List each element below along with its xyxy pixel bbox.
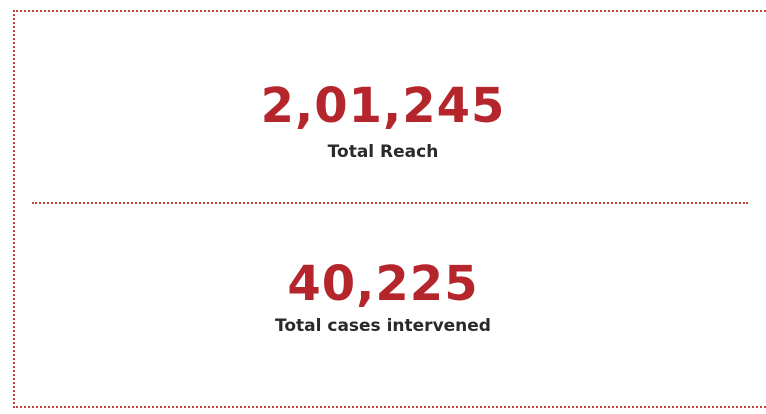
stat-label: Total Reach bbox=[327, 142, 439, 162]
stat: 40,225 Total cases intervened bbox=[0, 260, 766, 336]
stat: 2,01,245 Total Reach bbox=[0, 82, 766, 162]
stat-value: 2,01,245 bbox=[260, 78, 506, 134]
stat-value: 40,225 bbox=[287, 256, 479, 312]
frame bbox=[13, 10, 766, 408]
stat-label: Total cases intervened bbox=[275, 316, 491, 336]
divider bbox=[32, 202, 748, 204]
